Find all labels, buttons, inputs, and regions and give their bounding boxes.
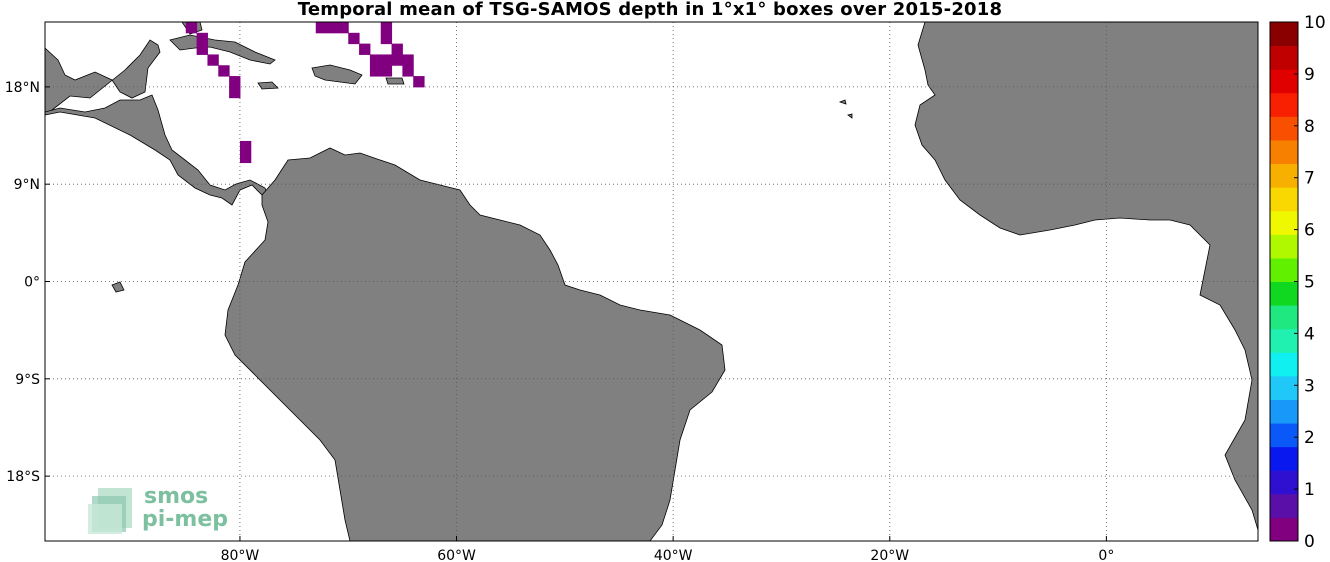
data-cell — [218, 65, 230, 77]
land-central-america-2 — [44, 94, 271, 206]
colorbar-tick-label: 6 — [1304, 221, 1315, 241]
land-cape-verde — [838, 99, 853, 119]
colorbar-swatch — [1270, 493, 1298, 518]
colorbar-swatch — [1270, 517, 1298, 542]
data-cell — [369, 65, 382, 77]
lon-tick-label: 40°W — [654, 548, 693, 562]
land-galapagos — [111, 281, 125, 293]
colorbar-swatch — [1270, 446, 1298, 471]
data-cell — [380, 32, 393, 45]
data-cell — [239, 151, 252, 164]
latitude-tick-labels: 18°N 9°N 0° 9°S 18°S — [5, 80, 50, 485]
colorbar-swatch — [1270, 328, 1298, 353]
data-cell — [196, 32, 208, 45]
data-cell — [413, 76, 425, 88]
data-cell — [391, 43, 403, 55]
data-cell — [337, 22, 349, 34]
colorbar-swatch — [1270, 92, 1298, 117]
colorbar-swatches — [1270, 22, 1298, 542]
data-cell — [229, 86, 241, 99]
data-cell — [359, 43, 371, 55]
colorbar-swatch — [1270, 281, 1298, 306]
colorbar-swatch — [1270, 257, 1298, 282]
colorbar: 0 1 2 3 4 5 6 7 8 9 10 — [1269, 13, 1326, 552]
colorbar-tick-label: 3 — [1304, 376, 1315, 396]
land-south-america — [224, 147, 726, 542]
logo-line-1: smos — [144, 484, 208, 509]
colorbar-tick-labels: 0 1 2 3 4 5 6 7 8 9 10 — [1294, 13, 1326, 552]
colorbar-swatch — [1270, 45, 1298, 70]
colorbar-swatch — [1270, 187, 1298, 212]
colorbar-tick-label: 4 — [1304, 324, 1315, 344]
lon-tick-label: 60°W — [437, 548, 476, 562]
lat-tick-label: 18°N — [5, 80, 40, 96]
colorbar-swatch — [1270, 352, 1298, 377]
colorbar-tick-label: 1 — [1304, 480, 1315, 500]
smos-pi-mep-logo: smos pi-mep — [88, 484, 228, 534]
lat-tick-label: 18°S — [6, 469, 40, 485]
data-cells — [185, 22, 425, 164]
colorbar-tick-label: 2 — [1304, 428, 1315, 448]
data-cell — [196, 43, 208, 55]
lat-tick-label: 9°N — [14, 177, 40, 193]
data-cell — [207, 54, 219, 66]
data-cell — [380, 22, 393, 34]
logo-mark-icon — [88, 488, 132, 534]
land-hispaniola — [311, 64, 363, 85]
data-cell — [348, 32, 360, 45]
colorbar-swatch — [1270, 69, 1298, 94]
data-cell — [380, 54, 393, 66]
colorbar-swatch — [1270, 305, 1298, 330]
colorbar-swatch — [1270, 399, 1298, 424]
data-cell — [229, 76, 241, 88]
data-cell — [239, 140, 252, 153]
data-cell — [402, 65, 414, 77]
colorbar-swatch — [1270, 22, 1298, 47]
colorbar-swatch — [1270, 210, 1298, 235]
colorbar-swatch — [1270, 470, 1298, 495]
colorbar-tick-label: 7 — [1304, 169, 1315, 189]
colorbar-swatch — [1270, 423, 1298, 448]
data-cell — [315, 22, 328, 34]
colorbar-swatch — [1270, 163, 1298, 188]
lon-tick-label: 0° — [1098, 548, 1114, 562]
data-cell — [369, 54, 382, 66]
lat-tick-label: 9°S — [15, 372, 40, 388]
land-puerto-rico — [385, 77, 405, 85]
colorbar-tick-label: 8 — [1304, 117, 1315, 137]
land-cuba — [169, 34, 276, 65]
colorbar-tick-label: 0 — [1304, 532, 1315, 552]
land-africa — [914, 21, 1259, 531]
data-cell — [326, 22, 338, 34]
lat-tick-label: 0° — [24, 275, 40, 291]
colorbar-swatch — [1270, 116, 1298, 141]
map-gridlines — [45, 22, 1258, 541]
map-plot-area — [44, 21, 1259, 542]
longitude-tick-labels: 80°W 60°W 40°W 20°W 0° — [221, 536, 1114, 562]
colorbar-tick-label: 10 — [1304, 13, 1326, 33]
colorbar-swatch — [1270, 375, 1298, 400]
lon-tick-label: 20°W — [870, 548, 909, 562]
data-cell — [402, 54, 414, 66]
colorbar-swatch — [1270, 139, 1298, 165]
data-cell — [185, 22, 198, 34]
land-central-america — [44, 39, 161, 116]
chart-title: Temporal mean of TSG-SAMOS depth in 1°x1… — [297, 0, 1003, 20]
land-masses — [44, 21, 1259, 542]
logo-line-2: pi-mep — [142, 507, 228, 532]
data-cell — [380, 65, 393, 77]
colorbar-swatch — [1270, 234, 1298, 259]
colorbar-tick-label: 5 — [1304, 273, 1315, 293]
lon-tick-label: 80°W — [221, 548, 260, 562]
data-cell — [391, 54, 403, 66]
colorbar-tick-label: 9 — [1304, 65, 1315, 85]
